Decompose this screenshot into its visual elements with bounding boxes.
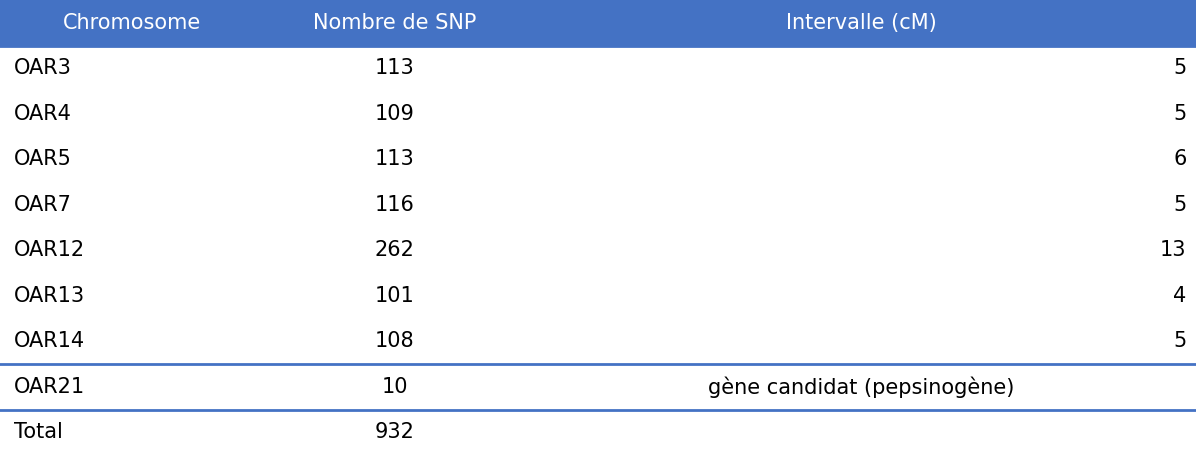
Text: OAR12: OAR12 [14, 240, 85, 260]
Bar [0, 46, 1196, 91]
Text: 5: 5 [1173, 195, 1186, 215]
Text: 6: 6 [1173, 149, 1186, 169]
Text: Total: Total [14, 422, 63, 442]
Bar [0, 228, 1196, 273]
Text: 109: 109 [374, 104, 415, 124]
Text: 5: 5 [1173, 104, 1186, 124]
Text: OAR7: OAR7 [14, 195, 72, 215]
Text: 932: 932 [374, 422, 415, 442]
Text: 5: 5 [1173, 331, 1186, 351]
Bar [263, 0, 526, 46]
Bar [0, 364, 1196, 410]
Bar [0, 91, 1196, 136]
Text: 4: 4 [1173, 286, 1186, 306]
Text: OAR13: OAR13 [14, 286, 85, 306]
Bar [0, 0, 263, 46]
Text: 5: 5 [1173, 58, 1186, 78]
Bar [0, 136, 1196, 182]
Bar [0, 410, 1196, 455]
Text: 10: 10 [382, 377, 408, 397]
Text: OAR3: OAR3 [14, 58, 72, 78]
Text: 108: 108 [374, 331, 415, 351]
Text: 116: 116 [374, 195, 415, 215]
Text: 101: 101 [374, 286, 415, 306]
Bar [0, 273, 1196, 318]
Text: OAR5: OAR5 [14, 149, 72, 169]
Text: gène candidat (pepsinogène): gène candidat (pepsinogène) [708, 376, 1014, 398]
Bar [0, 182, 1196, 228]
Text: 13: 13 [1160, 240, 1186, 260]
Text: Nombre de SNP: Nombre de SNP [313, 13, 476, 33]
Text: OAR14: OAR14 [14, 331, 85, 351]
Text: OAR4: OAR4 [14, 104, 72, 124]
Text: 262: 262 [374, 240, 415, 260]
Text: OAR21: OAR21 [14, 377, 85, 397]
Bar [526, 0, 1196, 46]
Text: Intervalle (cM): Intervalle (cM) [786, 13, 936, 33]
Bar [0, 318, 1196, 364]
Text: 113: 113 [374, 58, 415, 78]
Text: 113: 113 [374, 149, 415, 169]
Text: Chromosome: Chromosome [62, 13, 201, 33]
